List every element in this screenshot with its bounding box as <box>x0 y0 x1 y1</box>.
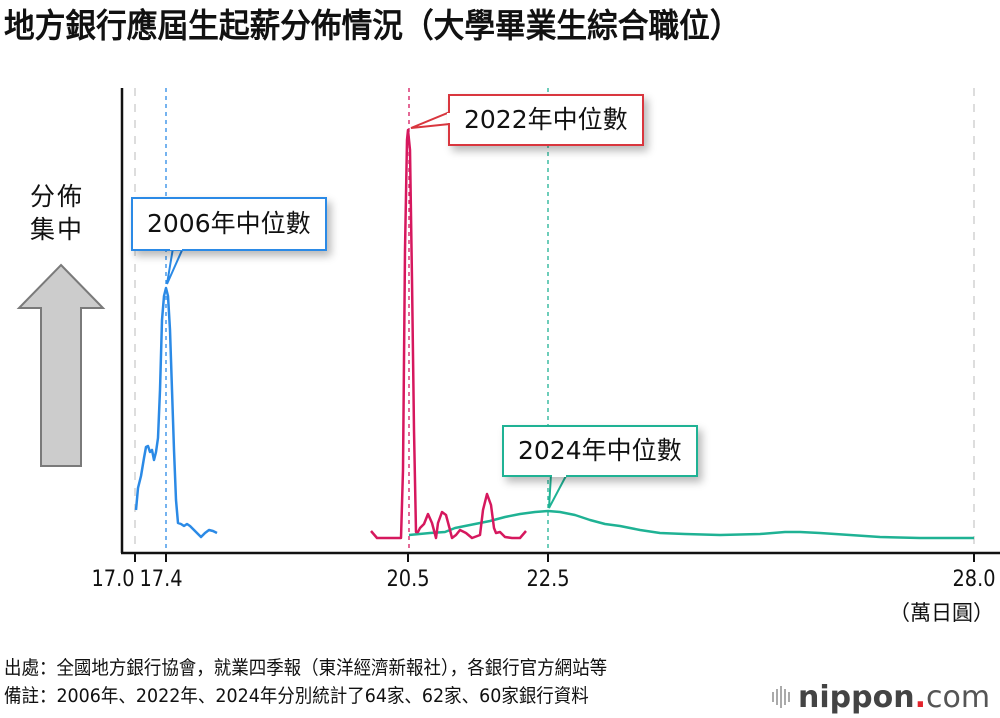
series-2006-line <box>134 286 218 539</box>
x-axis-unit: （萬日圓） <box>889 601 994 625</box>
footer-source: 出處：全國地方銀行協會，就業四季報（東洋經濟新報社），各銀行官方網站等 <box>4 657 608 679</box>
tail-join-2022 <box>447 113 453 123</box>
callout-2024-median: 2024年中位數 <box>502 425 698 477</box>
callout-2024-tail <box>548 473 569 509</box>
logo-suffix: com <box>925 679 991 715</box>
series-2022-line <box>370 128 527 540</box>
tail-join-2024 <box>552 471 566 477</box>
x-tick-22-5: 22.5 <box>526 567 570 592</box>
logo-bars-icon <box>772 686 790 708</box>
x-ticks <box>134 553 975 562</box>
callout-2022-tail <box>410 110 451 129</box>
y-axis-label: 分佈 集中 <box>30 180 100 246</box>
callout-2006-tail <box>166 247 185 285</box>
tail-join-2006 <box>170 244 182 250</box>
logo-dot: . <box>914 679 926 715</box>
nippon-logo[interactable]: nippon. com <box>772 679 991 715</box>
x-tick-20-5: 20.5 <box>386 567 430 592</box>
callout-2022-median: 2022年中位數 <box>448 94 644 146</box>
footer-note: 備註：2006年、2022年、2024年分別統計了64家、62家、60家銀行資料 <box>4 685 589 707</box>
x-tick-17-0: 17.0 <box>91 567 135 592</box>
logo-name: nippon <box>798 679 915 715</box>
y-axis-label-line1: 分佈 <box>30 182 85 211</box>
callout-2006-median: 2006年中位數 <box>131 197 327 251</box>
series-2024-line <box>408 509 974 540</box>
y-axis-label-line2: 集中 <box>30 215 85 244</box>
x-tick-17-4: 17.4 <box>139 567 183 592</box>
chart-title: 地方銀行應屆生起薪分佈情況（大學畢業生綜合職位） <box>4 6 741 45</box>
x-tick-28-0: 28.0 <box>952 567 996 592</box>
up-arrow-icon <box>16 263 106 467</box>
